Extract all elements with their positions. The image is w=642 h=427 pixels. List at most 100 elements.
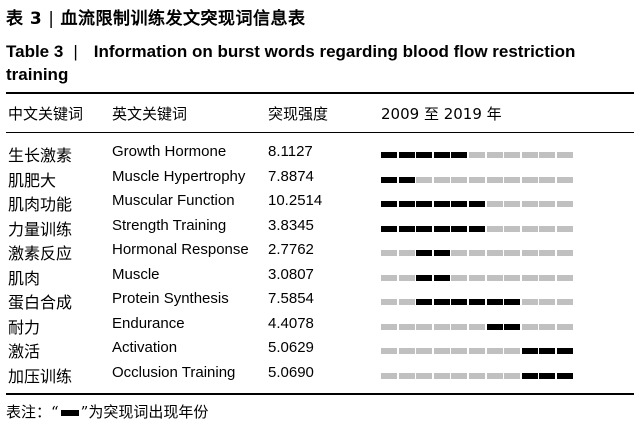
header-years: 2009 至 2019 年 — [381, 105, 502, 123]
table-caption-chinese: 表 3 | 血流限制训练发文突现词信息表 — [6, 4, 305, 29]
cell-en-keyword: Activation — [112, 339, 178, 356]
burst-timeline — [381, 201, 575, 207]
year-segment — [539, 176, 556, 183]
year-segment — [381, 299, 397, 305]
year-segment — [521, 250, 538, 256]
year-segment — [539, 323, 556, 330]
year-segment — [539, 225, 556, 232]
cell-en-keyword: Hormonal Response — [112, 241, 249, 258]
burst-year-segment — [469, 299, 485, 305]
year-segment — [469, 250, 485, 256]
table-top-rule — [6, 92, 634, 94]
year-segment — [486, 201, 503, 207]
year-segment — [521, 274, 538, 281]
year-segment — [486, 348, 503, 354]
burst-year-segment — [557, 372, 573, 379]
table-row: 加压训练 Occlusion Training 5.0690 — [0, 362, 642, 386]
table-row: 耐力 Endurance 4.4078 — [0, 313, 642, 337]
year-segment — [416, 372, 433, 379]
cell-strength: 2.7762 — [268, 241, 314, 258]
caption-cn-text: 血流限制训练发文突现词信息表 — [60, 9, 306, 29]
burst-year-segment — [521, 348, 538, 354]
year-segment — [521, 225, 538, 232]
year-segment — [504, 201, 521, 207]
year-segment — [451, 372, 468, 379]
cell-strength: 3.8345 — [268, 216, 314, 234]
burst-legend-mark — [60, 410, 79, 416]
year-segment — [486, 372, 503, 379]
note-suffix: ”为突现词出现年份 — [80, 403, 209, 421]
burst-year-segment — [398, 201, 415, 207]
burst-year-segment — [469, 225, 485, 232]
cell-cn-keyword: 激活 — [8, 342, 41, 361]
table-row: 肌肉功能 Muscular Function 10.2514 — [0, 190, 642, 214]
year-segment — [521, 299, 538, 305]
header-cn-keyword: 中文关键词 — [8, 105, 84, 123]
year-segment — [557, 250, 573, 256]
cell-cn-keyword: 蛋白合成 — [8, 293, 73, 312]
year-segment — [381, 372, 397, 379]
burst-timeline — [381, 225, 575, 232]
year-segment — [486, 152, 503, 158]
year-segment — [539, 274, 556, 281]
cell-cn-keyword: 力量训练 — [8, 219, 73, 239]
cell-en-keyword: Occlusion Training — [112, 363, 236, 381]
table-bottom-rule — [6, 393, 634, 395]
year-segment — [486, 225, 503, 232]
burst-year-segment — [398, 225, 415, 232]
year-segment — [504, 176, 521, 183]
cell-strength: 5.0629 — [268, 339, 314, 356]
burst-timeline — [381, 274, 575, 281]
year-segment — [433, 176, 450, 183]
burst-year-segment — [469, 201, 485, 207]
burst-year-segment — [557, 348, 573, 354]
cell-en-keyword: Muscle — [112, 265, 160, 283]
cell-strength: 3.0807 — [268, 265, 314, 283]
year-segment — [539, 299, 556, 305]
burst-year-segment — [539, 372, 556, 379]
burst-year-segment — [416, 274, 433, 281]
year-segment — [433, 372, 450, 379]
burst-timeline — [381, 323, 575, 330]
cell-strength: 7.8874 — [268, 167, 314, 185]
year-segment — [416, 348, 433, 354]
burst-year-segment — [433, 225, 450, 232]
year-segment — [469, 152, 485, 158]
year-segment — [521, 176, 538, 183]
year-segment — [398, 250, 415, 256]
year-segment — [557, 225, 573, 232]
cell-cn-keyword: 肌肉 — [8, 268, 41, 288]
burst-year-segment — [486, 323, 503, 330]
table-row: 蛋白合成 Protein Synthesis 7.5854 — [0, 288, 642, 312]
year-segment — [557, 176, 573, 183]
burst-year-segment — [504, 323, 521, 330]
year-segment — [451, 274, 468, 281]
year-segment — [451, 323, 468, 330]
burst-timeline — [381, 152, 575, 158]
table-caption-english: Table 3 | Information on burst words regar… — [6, 40, 634, 86]
cell-en-keyword: Muscle Hypertrophy — [112, 167, 246, 185]
burst-year-segment — [451, 299, 468, 305]
burst-year-segment — [416, 152, 433, 158]
burst-year-segment — [416, 225, 433, 232]
year-segment — [486, 250, 503, 256]
burst-year-segment — [416, 250, 433, 256]
cell-cn-keyword: 激素反应 — [8, 244, 73, 263]
year-segment — [381, 274, 397, 281]
year-segment — [433, 323, 450, 330]
burst-year-segment — [504, 299, 521, 305]
year-segment — [469, 176, 485, 183]
year-segment — [504, 348, 521, 354]
year-segment — [381, 348, 397, 354]
cell-strength: 7.5854 — [268, 290, 314, 307]
year-segment — [469, 323, 485, 330]
year-segment — [539, 152, 556, 158]
caption-en-text: Information on burst words regarding blo… — [6, 42, 576, 84]
year-segment — [469, 372, 485, 379]
table-row: 肌肉 Muscle 3.0807 — [0, 264, 642, 288]
caption-cn-separator: | — [48, 9, 55, 29]
burst-year-segment — [486, 299, 503, 305]
table-row: 激活 Activation 5.0629 — [0, 337, 642, 361]
cell-cn-keyword: 肌肉功能 — [8, 195, 73, 214]
cell-cn-keyword: 耐力 — [8, 317, 41, 337]
